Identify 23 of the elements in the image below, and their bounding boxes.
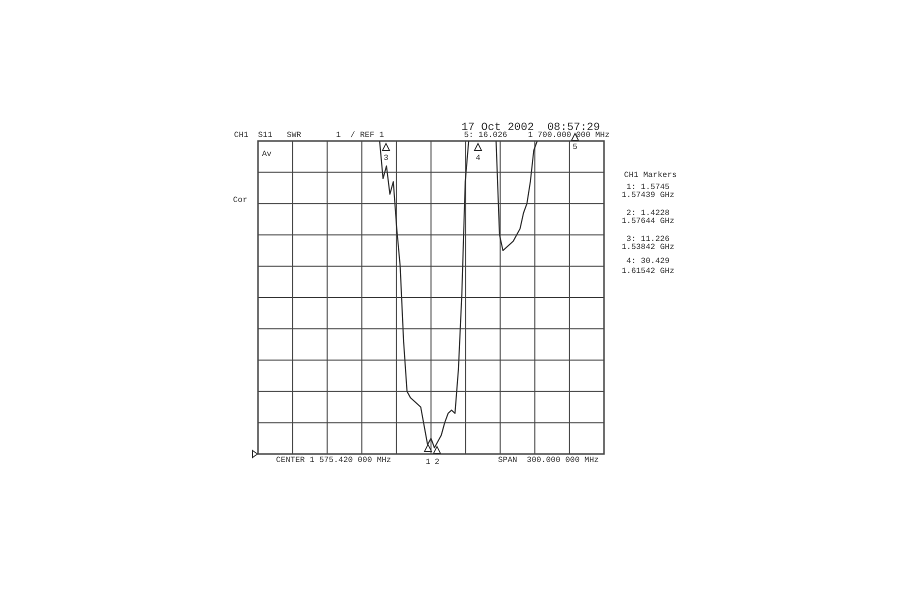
text: Cor <box>233 196 248 205</box>
annotation: 3 <box>384 154 389 163</box>
annotation: 4 <box>476 154 481 163</box>
text: 1 / REF 1 <box>336 131 384 140</box>
text: 1.57644 GHz <box>622 217 675 226</box>
text: CH1 <box>234 131 249 140</box>
text: 1.57439 GHz <box>622 191 675 200</box>
text: 1 700.000 000 MHz <box>528 131 610 140</box>
text: 1.61542 GHz <box>622 267 675 276</box>
text: S11 SWR <box>258 131 302 140</box>
text: 1 <box>426 458 431 467</box>
text: 4: 30.429 <box>626 257 670 266</box>
text: SPAN 300.000 000 MHz <box>498 456 600 465</box>
text: 2 <box>434 458 440 467</box>
annotation: Av <box>262 150 272 159</box>
annotation: 5 <box>572 143 578 152</box>
text: 2: 1.4228 <box>626 209 670 218</box>
text: CH1 Markers <box>624 171 678 180</box>
text: 1: 1.5745 <box>626 183 670 192</box>
text: 1.53842 GHz <box>622 243 675 252</box>
text: CENTER 1 575.420 000 MHz <box>276 456 392 465</box>
text: 5: 16.026 <box>464 131 508 140</box>
text: 3: 11.226 <box>626 235 670 244</box>
